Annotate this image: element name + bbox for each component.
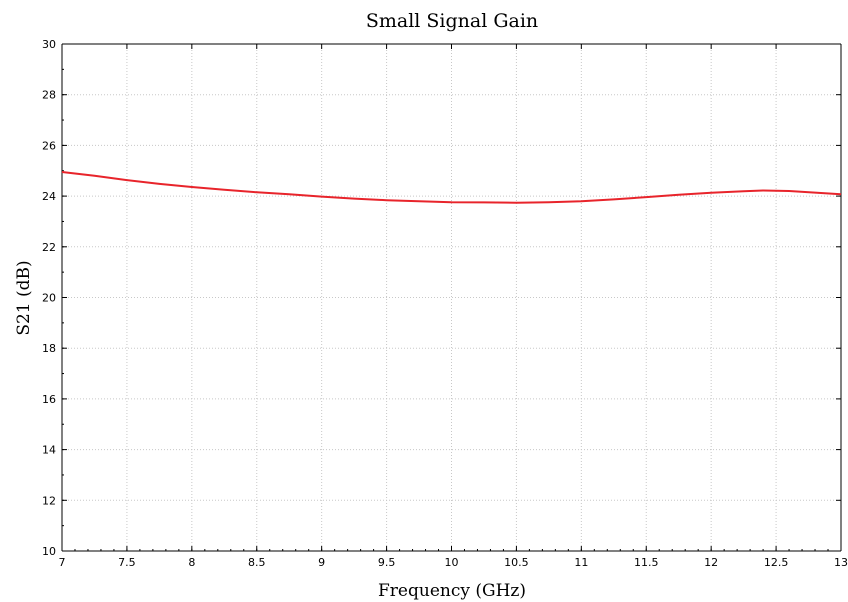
x-tick-label: 10 (445, 556, 459, 569)
x-tick-label: 8.5 (248, 556, 266, 569)
y-tick-label: 24 (42, 190, 56, 203)
y-tick-label: 14 (42, 444, 56, 457)
y-tick-label: 22 (42, 241, 56, 254)
x-tick-label: 9 (318, 556, 325, 569)
x-tick-label: 8 (188, 556, 195, 569)
y-tick-label: 20 (42, 292, 56, 305)
chart-title: Small Signal Gain (366, 10, 538, 32)
x-tick-label: 12.5 (764, 556, 789, 569)
x-tick-label: 7.5 (118, 556, 136, 569)
x-tick-label: 12 (704, 556, 718, 569)
axes (61, 43, 842, 552)
y-tick-label: 26 (42, 139, 56, 152)
tick-labels: 7 7.5 8 8.5 9 9.5 10 10.5 11 11.5 12 12.5 13 10 12 14 16… (42, 38, 848, 569)
y-tick-label: 18 (42, 342, 56, 355)
x-tick-label: 11.5 (634, 556, 659, 569)
x-tick-label: 7 (59, 556, 66, 569)
y-tick-label: 12 (42, 494, 56, 507)
x-tick-label: 10.5 (504, 556, 529, 569)
x-tick-label: 9.5 (378, 556, 396, 569)
x-tick-label: 13 (834, 556, 848, 569)
grid-lines (62, 44, 841, 551)
series-layer (61, 171, 842, 204)
y-tick-label: 28 (42, 89, 56, 102)
x-axis-label: Frequency (GHz) (378, 581, 526, 601)
y-axis-label: S21 (dB) (14, 260, 34, 335)
y-tick-label: 30 (42, 38, 56, 51)
y-tick-label: 10 (42, 545, 56, 558)
y-tick-label: 16 (42, 393, 56, 406)
x-tick-label: 11 (574, 556, 588, 569)
series-line-0 (61, 171, 842, 204)
